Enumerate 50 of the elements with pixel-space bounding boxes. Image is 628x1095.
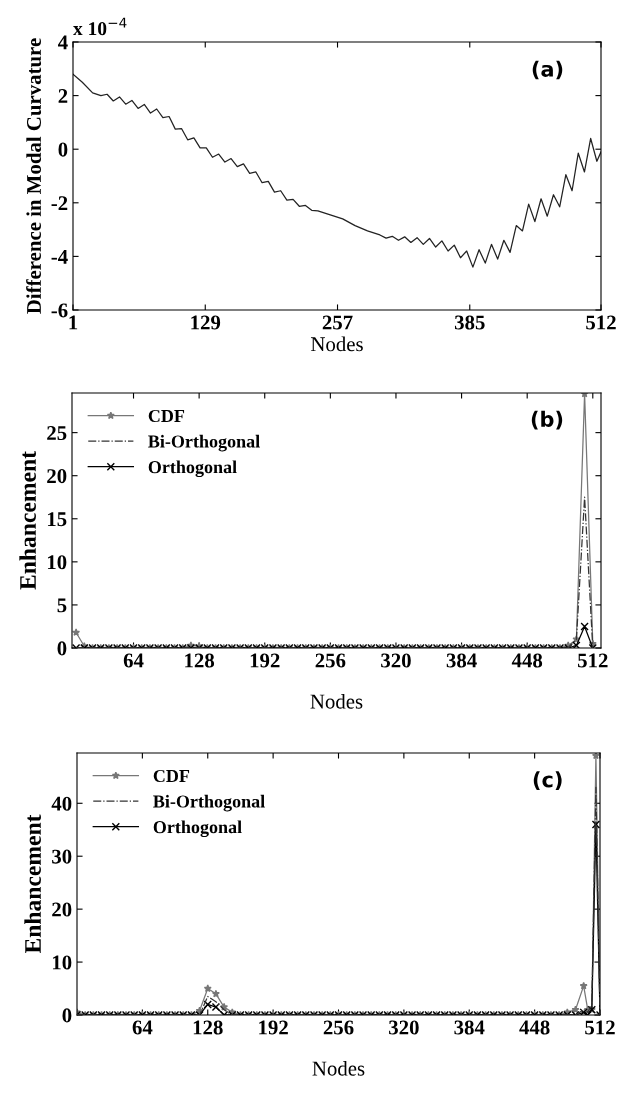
x-tick-label: 129	[191, 315, 221, 330]
x-tick-label: 512	[585, 1020, 615, 1035]
y-tick-label: -4	[51, 249, 68, 264]
x-tick-label: 320	[381, 653, 411, 668]
x-tick-label: 257	[322, 315, 353, 330]
x-tick-label: 192	[250, 653, 280, 668]
x-tick-label: 1	[69, 315, 78, 330]
x-tick-label: 256	[323, 1020, 354, 1035]
x-tick-label: 256	[315, 653, 346, 668]
x-tick-label: 192	[259, 1020, 288, 1035]
x-tick-label: 385	[454, 315, 485, 330]
y-tick-label: -6	[51, 303, 68, 318]
y-axis-title: Enhancement	[24, 814, 41, 954]
x-tick-label: 384	[446, 653, 477, 668]
y-tick-label: 40	[51, 796, 72, 811]
y-tick-label: 15	[47, 512, 67, 527]
legend-label: Orthogonal	[148, 460, 237, 478]
x-tick-label: 64	[132, 1020, 153, 1035]
x-tick-label: 320	[389, 1020, 419, 1035]
annotation: (b)	[531, 410, 563, 430]
legend-label: Bi-Orthogonal	[148, 434, 260, 452]
y-tick-label: -2	[51, 196, 68, 211]
x-tick-label: 512	[578, 653, 608, 668]
x-tick-label: 64	[123, 653, 144, 668]
text: x 10$^{−4}$	[73, 17, 127, 36]
x-tick-label: 128	[193, 1020, 223, 1035]
y-tick-label: 0	[57, 641, 67, 656]
y-tick-label: 0	[58, 142, 68, 157]
y-tick-label: 2	[58, 89, 68, 103]
y-tick-label: 10	[47, 555, 67, 570]
x-axis-title: Nodes	[312, 1060, 365, 1076]
x-tick-label: 384	[454, 1020, 485, 1035]
legend-label: CDF	[148, 409, 185, 423]
x-tick-label: 448	[511, 653, 543, 668]
y-tick-label: 10	[52, 955, 72, 970]
x-tick-label: 128	[185, 653, 215, 668]
y-axis-title: Enhancement	[19, 451, 36, 590]
y-tick-label: 0	[62, 1008, 72, 1023]
y-tick-label: 30	[52, 849, 72, 864]
x-tick-label: 512	[586, 315, 616, 330]
y-tick-label: 20	[47, 469, 67, 484]
y-tick-label: 25	[47, 426, 67, 441]
x-axis-title: Nodes	[310, 693, 363, 709]
y-tick-label: 5	[57, 598, 67, 613]
x-tick-label: 448	[519, 1020, 550, 1035]
x-axis-title: Nodes	[310, 336, 363, 352]
y-tick-label: 4	[58, 35, 68, 50]
annotation: (a)	[532, 60, 563, 80]
y-tick-label: 20	[52, 902, 72, 917]
y-axis-title: Difference in Modal Curvature	[26, 38, 42, 314]
